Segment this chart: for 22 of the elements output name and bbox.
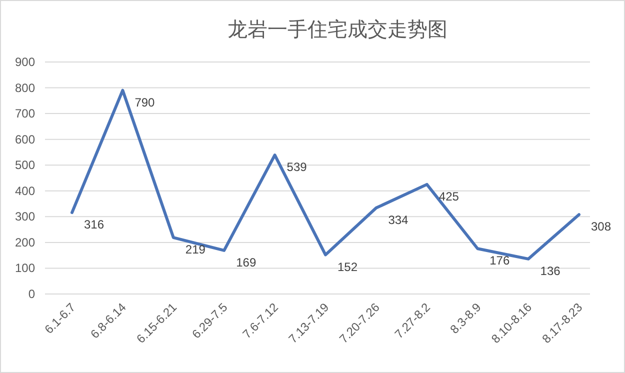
data-label: 152 [338,260,358,274]
data-label: 308 [591,220,612,234]
y-tick-label: 100 [14,261,36,276]
data-label: 219 [185,242,206,257]
y-tick-label: 600 [14,132,36,146]
data-label: 790 [134,95,156,110]
data-label: 334 [388,212,409,227]
data-label: 169 [236,255,256,270]
y-tick-label: 200 [14,235,36,250]
chart-title: 龙岩一手住宅成交走势图 [228,18,448,41]
y-tick-label: 700 [14,106,36,121]
y-tick-label: 300 [14,210,36,224]
y-tick-label: 500 [14,158,36,172]
data-label: 136 [540,264,561,278]
y-tick-label: 900 [14,55,36,69]
data-label: 425 [438,189,460,204]
y-tick-label: 0 [28,287,36,301]
y-tick-label: 800 [14,80,36,95]
data-label: 316 [84,218,104,232]
data-label: 539 [286,160,308,174]
y-tick-label: 400 [14,184,36,198]
data-label: 176 [490,254,510,268]
